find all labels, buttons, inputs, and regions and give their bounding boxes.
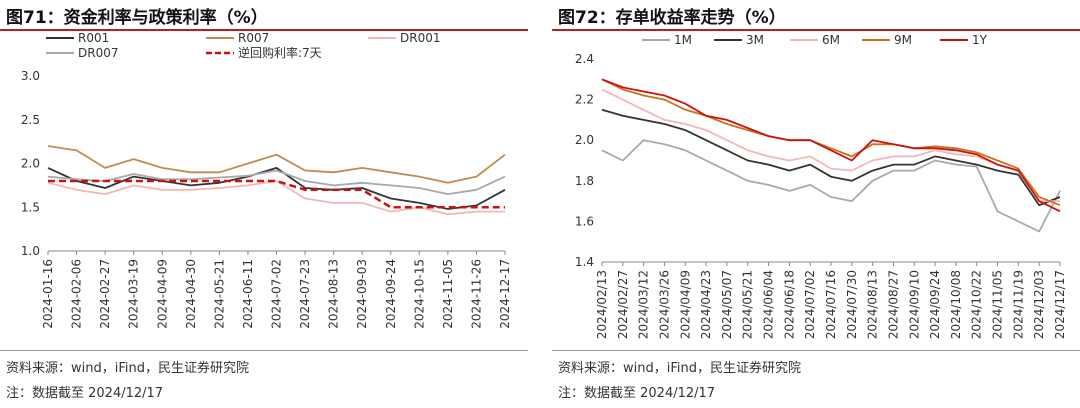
x-tick-label: 2024-05-21 — [212, 259, 226, 329]
series-line-dr007 — [47, 169, 506, 196]
y-tick-label: 1.4 — [575, 255, 594, 269]
source-note: 资料来源：wind，iFind，民生证券研究院 — [6, 361, 249, 376]
footer-rule — [552, 350, 1080, 351]
x-tick-label: 2024-07-02 — [270, 259, 284, 329]
y-tick-label: 1.5 — [21, 200, 40, 214]
series-line-r001 — [47, 166, 506, 210]
x-tick-label: 2024/04/09 — [678, 270, 692, 339]
x-tick-label: 2024/06/04 — [762, 270, 776, 339]
x-tick-label: 2024/11/05 — [991, 270, 1005, 339]
y-tick-label: 1.6 — [575, 214, 594, 228]
x-tick-label: 2024-11-26 — [469, 259, 483, 329]
x-tick-label: 2024/07/30 — [845, 270, 859, 339]
x-tick-label: 2024/02/13 — [595, 270, 609, 339]
x-tick-label: 2024/12/03 — [1032, 270, 1046, 339]
y-tick-label: 1.0 — [21, 244, 40, 258]
panel-funding-rates: 图71：资金利率与政策利率（%） 1.0 1.5 2.0 2.5 3.0 2024-01-… — [0, 0, 528, 408]
footer-rule — [0, 350, 528, 351]
x-tick-label: 2024-12-17 — [498, 259, 512, 329]
chart-title: 图72：存单收益率走势（%） — [558, 8, 786, 28]
series-line-1m — [601, 139, 1061, 233]
x-tick-label: 2024-08-13 — [327, 259, 341, 329]
y-tick-label: 2.5 — [21, 113, 40, 127]
series-line-7 — [48, 179, 505, 209]
chart-title: 图71：资金利率与政策利率（%） — [6, 8, 268, 28]
x-tick-label: 2024/08/13 — [866, 270, 880, 339]
y-tick-label: 1.8 — [575, 174, 594, 188]
legend-label: R007 — [238, 31, 269, 45]
x-tick-label: 2024/10/08 — [949, 270, 963, 339]
legend-label: R001 — [78, 31, 109, 45]
series-line-3m — [601, 108, 1061, 207]
x-tick-label: 2024/09/10 — [907, 270, 921, 339]
source-note: 资料来源：wind，iFind，民生证券研究院 — [558, 361, 801, 376]
legend-label: 3M — [746, 33, 764, 47]
x-tick-label: 2024/09/24 — [928, 270, 942, 339]
x-tick-label: 2024/10/22 — [970, 270, 984, 339]
x-tick-label: 2024/05/07 — [720, 270, 734, 339]
series-line-6m — [601, 88, 1060, 203]
date-note: 注：数据截至 2024/12/17 — [558, 386, 716, 401]
funding-rates-chart: 1.0 1.5 2.0 2.5 3.0 2024-01-16 2024-02-06 2024-… — [21, 31, 512, 329]
y-tick-label: 2.2 — [575, 93, 594, 107]
legend-label: 逆回购利率:7天 — [238, 45, 322, 60]
x-tick-label: 2024-01-16 — [41, 259, 55, 329]
y-tick-label: 2.0 — [575, 133, 594, 147]
date-note: 注：数据截至 2024/12/17 — [6, 386, 164, 401]
x-tick-label: 2024/04/23 — [699, 270, 713, 339]
legend-label: 6M — [822, 33, 840, 47]
x-tick-label: 2024/06/18 — [782, 270, 796, 339]
x-tick-label: 2024-10-15 — [412, 259, 426, 329]
panel-cd-yields: 图72：存单收益率走势（%） 1.4 1.6 1.8 2.0 2.2 2.4 2024/02… — [552, 0, 1080, 408]
x-tick-label: 2024/03/26 — [657, 270, 671, 339]
x-tick-label: 2024/07/16 — [824, 270, 838, 339]
x-tick-label: 2024/02/27 — [616, 270, 630, 339]
x-tick-label: 2024/08/27 — [886, 270, 900, 339]
x-tick-label: 2024-04-30 — [184, 259, 198, 329]
series-line-9m — [601, 78, 1061, 207]
x-tick-label: 2024-03-19 — [127, 259, 141, 329]
title-rule — [552, 29, 1080, 31]
x-tick-label: 2024/11/19 — [1011, 270, 1025, 339]
series-line-r007 — [47, 145, 506, 184]
legend-label: 9M — [894, 33, 912, 47]
y-tick-label: 2.4 — [575, 52, 594, 66]
cd-yields-chart: 1.4 1.6 1.8 2.0 2.2 2.4 2024/02/13 2024/02/27 20… — [575, 33, 1067, 339]
y-tick-label: 3.0 — [21, 69, 40, 83]
y-tick-label: 2.0 — [21, 157, 40, 171]
legend-label: 1M — [674, 33, 692, 47]
x-tick-label: 2024/12/17 — [1053, 270, 1067, 339]
x-tick-label: 2024-09-03 — [355, 259, 369, 329]
x-tick-label: 2024-02-27 — [98, 259, 112, 329]
x-tick-label: 2024/03/12 — [637, 270, 651, 339]
legend-label: DR001 — [400, 31, 440, 45]
legend-label: DR007 — [78, 46, 118, 60]
series-line-1y — [601, 78, 1061, 213]
title-rule — [0, 29, 528, 31]
legend-label: 1Y — [972, 33, 988, 47]
x-tick-label: 2024-11-05 — [441, 259, 455, 329]
x-tick-label: 2024-06-11 — [241, 259, 255, 329]
x-tick-label: 2024/05/21 — [741, 270, 755, 339]
x-tick-label: 2024-07-23 — [298, 259, 312, 329]
x-tick-label: 2024-04-09 — [155, 259, 169, 329]
series-line-dr001 — [47, 180, 505, 216]
x-tick-label: 2024-09-24 — [384, 259, 398, 329]
x-tick-label: 2024/07/02 — [803, 270, 817, 339]
x-tick-label: 2024-02-06 — [70, 259, 84, 329]
